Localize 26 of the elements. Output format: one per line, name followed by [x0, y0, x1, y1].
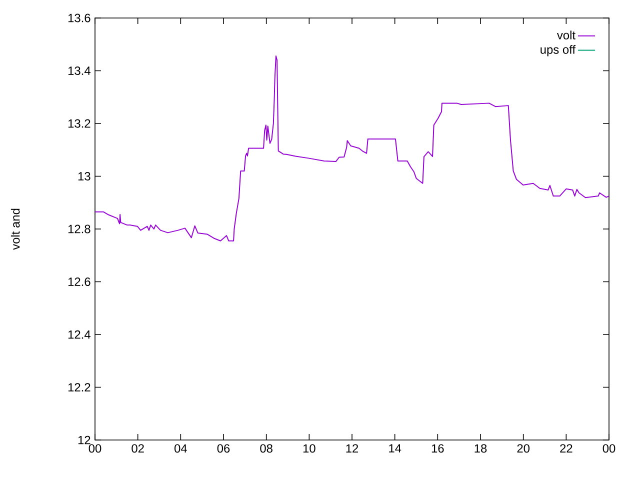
y-tick-label: 13 [78, 172, 90, 180]
y-tick-label: 12.6 [68, 278, 90, 286]
x-tick-label: 02 [132, 444, 144, 453]
x-tick-label: 06 [217, 444, 230, 453]
y-tick-label: 13.4 [68, 66, 90, 75]
x-tick-label: 04 [174, 444, 187, 453]
y-tick-label: 12.8 [68, 224, 90, 234]
x-tick-label: 20 [517, 444, 530, 453]
y-tick-label: 12.4 [68, 330, 90, 339]
x-tick-label: 10 [303, 444, 316, 453]
x-tick-label: 22 [560, 444, 572, 453]
x-tick-label: 16 [432, 444, 444, 453]
x-tick-label: 08 [260, 444, 272, 453]
x-tick-label: 12 [346, 444, 358, 453]
y-axis-title: volt and [10, 208, 20, 250]
x-tick-label: 14 [389, 444, 402, 452]
legend-label: ups off [540, 45, 576, 56]
y-tick-label: 12.2 [68, 383, 90, 392]
y-tick-label: 13.2 [68, 119, 90, 128]
y-tick-label: 13.6 [68, 14, 90, 22]
line-series [95, 55, 610, 242]
y-tick-label: 12 [78, 436, 90, 444]
legend-label: volt [556, 30, 576, 40]
x-tick-label: 18 [474, 444, 487, 453]
x-tick-label: 00 [602, 444, 616, 453]
x-tick-label: 00 [88, 444, 102, 453]
